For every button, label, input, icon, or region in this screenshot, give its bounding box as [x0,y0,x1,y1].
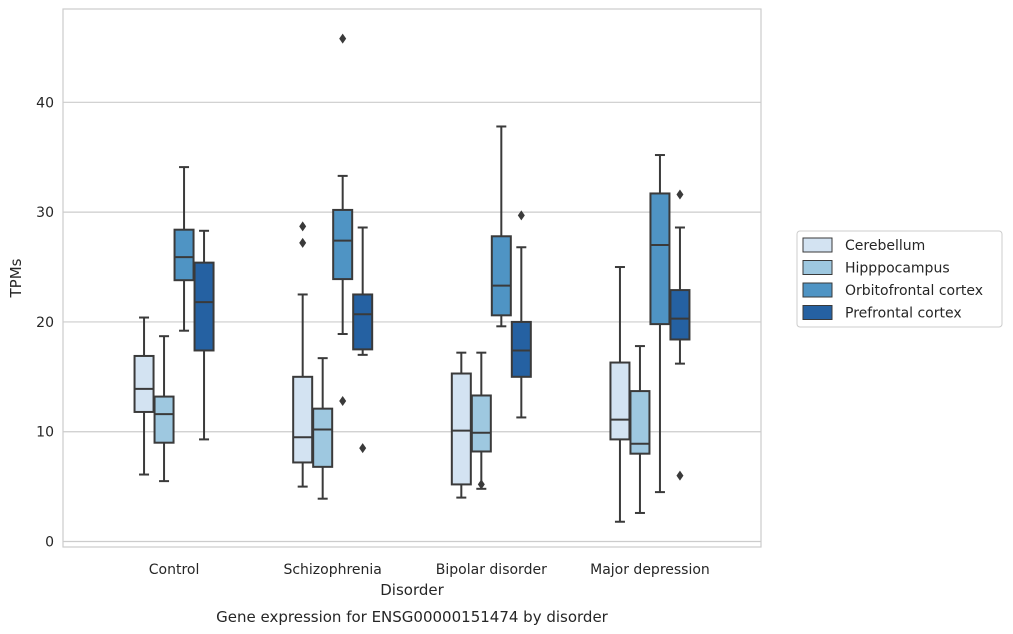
box-iqr [450,372,472,486]
x-tick-labels: Control Schizophrenia Bipolar disorder Majo… [149,562,710,578]
boxes [133,33,691,523]
box-cerebellum [133,316,155,476]
outlier-point [339,395,347,406]
box-hipppocampus [153,335,175,483]
legend-frame [796,230,1003,328]
y-tick-label: 20 [36,315,54,331]
box-iqr [470,394,492,453]
x-tick-label: Bipolar disorder [436,562,547,578]
box-prefrontal-cortex [669,189,691,481]
x-axis-title: Disorder [380,581,444,599]
outlier-point [299,237,307,248]
y-axis-title: TPMs [7,258,25,298]
box-iqr [510,320,532,378]
outlier-point [477,479,485,490]
outlier-point [339,33,347,44]
box-prefrontal-cortex [352,226,374,454]
outlier-point [676,189,684,200]
box-orbitofrontal-cortex [173,166,195,332]
outlier-point [676,470,684,481]
y-tick-label: 30 [36,205,54,221]
box-iqr [153,395,175,444]
box-iqr [352,293,374,351]
box-iqr [629,390,651,455]
box-cerebellum [450,351,472,499]
box-iqr [490,235,512,317]
box-iqr [193,261,215,352]
box-iqr [649,192,671,326]
legend-label: Cerebellum [845,238,925,254]
box-iqr [292,375,314,464]
x-tick-label: Control [149,562,200,578]
box-hipppocampus [470,351,492,490]
box-cerebellum [609,266,631,523]
legend-swatch [802,237,833,253]
box-iqr [312,407,334,468]
legend: Cerebellum Hipppocampus Orbitofrontal cort… [796,230,1003,328]
plot-area-frame [62,8,762,548]
y-tick-label: 40 [36,95,54,111]
box-hipppocampus [312,357,334,500]
y-tick-labels: 0 10 20 30 40 [36,95,54,550]
legend-swatch [802,282,833,298]
x-tick-label: Major depression [590,562,710,578]
box-orbitofrontal-cortex [490,125,512,328]
legend-swatch [802,305,833,320]
legend-label: Orbitofrontal cortex [845,283,983,299]
box-orbitofrontal-cortex [649,154,671,494]
chart-caption: Gene expression for ENSG00000151474 by d… [216,608,609,626]
box-iqr [332,208,354,281]
box-iqr [669,289,691,341]
box-iqr [133,354,155,413]
box-iqr [173,228,195,282]
x-tick-label: Schizophrenia [283,562,381,578]
legend-label: Prefrontal cortex [845,306,962,322]
y-tick-label: 0 [45,535,54,551]
box-cerebellum [292,221,314,488]
box-orbitofrontal-cortex [332,33,354,406]
box-iqr [609,361,631,441]
outlier-point [517,210,525,221]
box-prefrontal-cortex [510,210,532,419]
legend-label: Hipppocampus [845,261,950,277]
box-hipppocampus [629,345,651,514]
y-tick-label: 10 [36,425,54,441]
legend-swatch [802,260,833,275]
outlier-point [299,221,307,232]
box-prefrontal-cortex [193,229,215,441]
outlier-point [359,443,367,454]
